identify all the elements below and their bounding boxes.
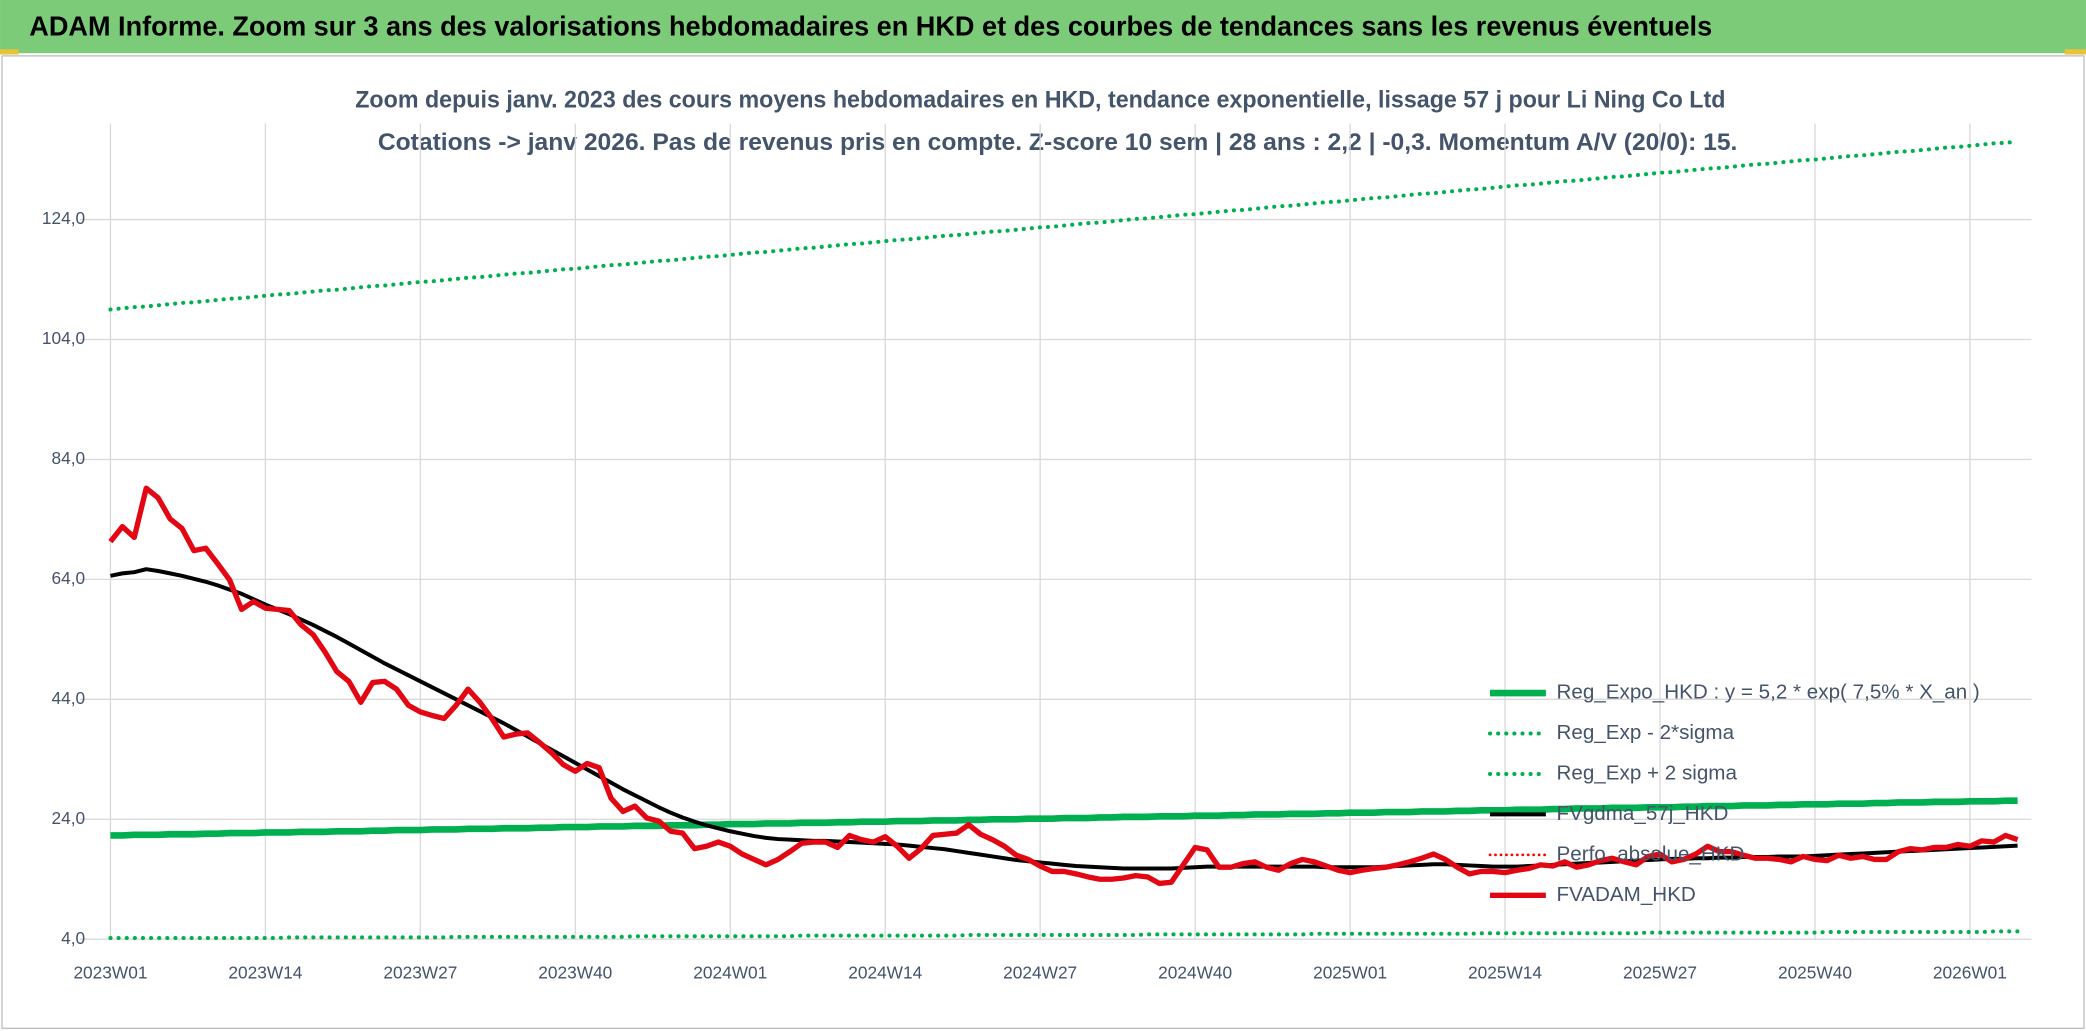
legend-label: FVgdma_57j_HKD — [1557, 802, 1729, 825]
x-tick-label: 2025W27 — [1623, 962, 1697, 982]
legend-label: FVADAM_HKD — [1557, 883, 1696, 906]
x-tick-label: 2023W27 — [383, 962, 457, 982]
y-tick-label: 84,0 — [52, 448, 86, 468]
legend-label: Reg_Exp - 2*sigma — [1557, 721, 1735, 744]
y-tick-label: 104,0 — [42, 328, 85, 348]
grid: 4,0 24,0 44,0 64,0 84,0 104,0 124,0 2023W01 2023… — [42, 123, 2032, 982]
x-tick-label: 2024W01 — [693, 962, 767, 982]
series-line — [108, 139, 2020, 312]
x-tick-label: 2023W01 — [73, 962, 147, 982]
chart-border — [1, 55, 2085, 1030]
y-tick-label: 64,0 — [52, 568, 86, 588]
series-line — [110, 567, 2018, 871]
legend-label: Perfo. absolue_HKD — [1557, 842, 1745, 865]
x-tick-label: 2024W27 — [1003, 962, 1077, 982]
legend-label: Reg_Exp + 2 sigma — [1557, 761, 1738, 784]
header-accent — [2064, 49, 2086, 55]
y-tick-label: 4,0 — [61, 928, 85, 948]
series-line — [110, 797, 2018, 839]
plot-lines — [108, 139, 2020, 941]
legend: Reg_Expo_HKD : y = 5,2 * exp( 7,5% * X_a… — [1487, 681, 1980, 906]
x-tick-label: 2025W01 — [1313, 962, 1387, 982]
chart-subtitle: Cotations -> janv 2026. Pas de revenus p… — [378, 129, 1738, 156]
header-title: ADAM Informe. Zoom sur 3 ans des valoris… — [29, 10, 1712, 41]
x-tick-label: 2023W40 — [538, 962, 612, 982]
header-accent — [0, 49, 19, 55]
legend-label: Reg_Expo_HKD : y = 5,2 * exp( 7,5% * X_a… — [1557, 681, 1980, 704]
header-bar — [0, 0, 2086, 54]
y-tick-label: 24,0 — [52, 808, 86, 828]
chart-title: Zoom depuis janv. 2023 des cours moyens … — [355, 86, 1725, 113]
y-tick-label: 44,0 — [52, 688, 86, 708]
x-tick-label: 2024W40 — [1158, 962, 1232, 982]
x-tick-label: 2023W14 — [228, 962, 302, 982]
y-tick-label: 124,0 — [42, 208, 85, 228]
x-tick-label: 2026W01 — [1933, 962, 2007, 982]
series-line — [108, 929, 2020, 941]
series-line — [108, 485, 2019, 887]
x-tick-label: 2025W40 — [1778, 962, 1852, 982]
x-tick-label: 2024W14 — [848, 962, 922, 982]
x-tick-label: 2025W14 — [1468, 962, 1542, 982]
